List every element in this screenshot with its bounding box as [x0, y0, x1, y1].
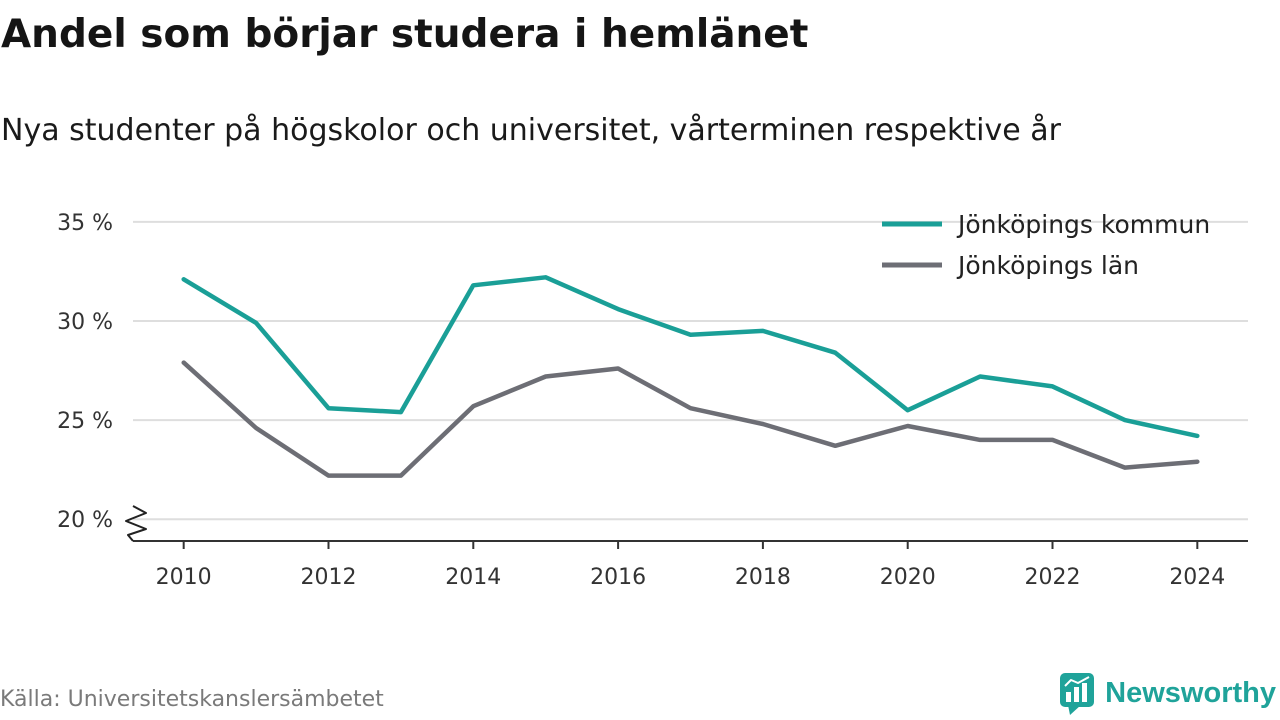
x-tick-label-2012: 2012	[300, 565, 356, 590]
newsworthy-logo-icon	[1060, 673, 1094, 715]
x-tick-label-2022: 2022	[1025, 565, 1081, 590]
gridlines	[133, 220, 1248, 521]
legend-item-jonkopings-lan: Jönköpings län	[882, 251, 1139, 280]
y-tick-label-30: 30 %	[57, 310, 113, 335]
y-tick-label-25: 25 %	[57, 409, 113, 434]
x-axis: 2010 2012 2014 2016 2018 2020 2022 2024	[156, 541, 1225, 590]
x-tick-label-2024: 2024	[1169, 565, 1225, 590]
x-tick-label-2020: 2020	[880, 565, 936, 590]
logo-bar	[1082, 683, 1087, 702]
chart-subtitle: Nya studenter på högskolor och universit…	[1, 113, 1062, 148]
axis-break-icon	[125, 505, 147, 542]
logo-bar	[1074, 687, 1079, 702]
y-tick-label-35: 35 %	[57, 211, 113, 236]
chart-title: Andel som börjar studera i hemlänet	[1, 12, 808, 57]
series-line-jonkopings-kommun	[181, 275, 1200, 439]
logo-speech-tail	[1068, 705, 1081, 715]
legend-label-jonkopings-kommun: Jönköpings kommun	[956, 210, 1210, 239]
y-tick-label-20: 20 %	[57, 508, 113, 533]
series-line-jonkopings-lan	[181, 360, 1200, 478]
legend-label-jonkopings-lan: Jönköpings län	[956, 251, 1139, 280]
legend-item-jonkopings-kommun: Jönköpings kommun	[882, 210, 1210, 239]
y-axis: 20 % 25 % 30 % 35 %	[57, 211, 113, 533]
logo-bar	[1066, 692, 1071, 702]
x-tick-label-2014: 2014	[445, 565, 501, 590]
x-tick-label-2018: 2018	[735, 565, 791, 590]
x-tick-label-2016: 2016	[590, 565, 646, 590]
brand-name: Newsworthy	[1105, 677, 1276, 709]
plot-lines	[181, 275, 1200, 478]
x-tick-label-2010: 2010	[156, 565, 212, 590]
legend: Jönköpings kommun Jönköpings län	[882, 210, 1210, 280]
source-note: Källa: Universitetskanslersämbetet	[0, 687, 384, 712]
logo-trend-line	[1064, 676, 1090, 687]
